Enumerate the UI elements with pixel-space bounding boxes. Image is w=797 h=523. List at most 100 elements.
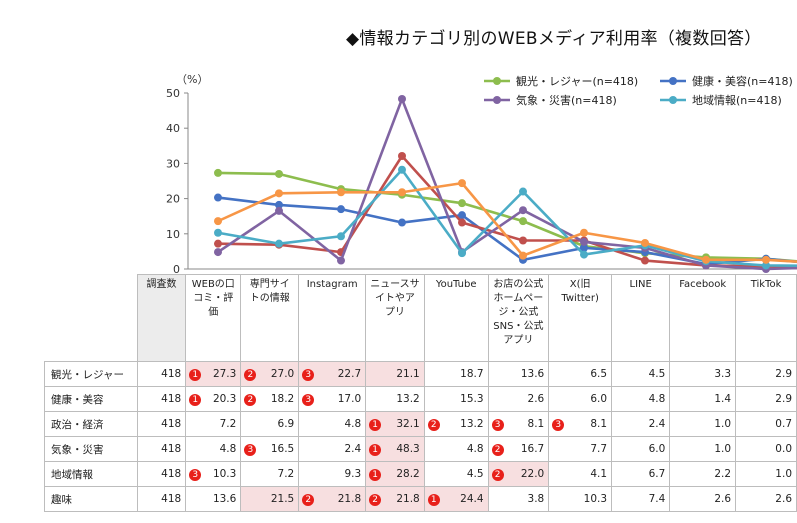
data-point bbox=[398, 94, 406, 103]
data-point bbox=[214, 228, 222, 237]
cell-value: 22.0 bbox=[520, 467, 545, 480]
data-point bbox=[398, 165, 406, 174]
data-point bbox=[337, 256, 345, 265]
cell-value: 13.6 bbox=[520, 368, 545, 380]
data-point bbox=[702, 255, 710, 264]
cell-value: 4.1 bbox=[590, 468, 608, 480]
table-cell: 3.8 bbox=[487, 486, 550, 512]
cell-value: 1.0 bbox=[714, 418, 732, 430]
table-cell: 0.7 bbox=[735, 411, 797, 437]
cell-value: 4.5 bbox=[466, 468, 484, 480]
table-row: 政治・経済 418 7.2 6.9 4.8 1 32.1 2 13.2 3 8.1 3 8.1 2.4 1.… bbox=[44, 411, 797, 437]
cell-value: 7.7 bbox=[590, 443, 608, 455]
cell-value: 21.8 bbox=[396, 492, 420, 505]
cell-value: 0.0 bbox=[775, 443, 792, 455]
y-tick-label: 10 bbox=[166, 228, 180, 241]
row-label: 政治・経済 bbox=[44, 411, 138, 437]
rank-badge: 1 bbox=[369, 443, 382, 456]
legend-marker bbox=[669, 77, 677, 85]
cell-value: 2.9 bbox=[775, 393, 792, 405]
table-cell: 1 48.3 bbox=[365, 436, 425, 462]
table-cell: 6.0 bbox=[548, 386, 613, 412]
table-cell: 13.2 bbox=[365, 386, 425, 412]
data-point bbox=[337, 188, 345, 197]
table-cell: 1.0 bbox=[669, 436, 737, 462]
cell-value: 4.5 bbox=[648, 368, 666, 380]
table-cell: 3 10.3 bbox=[185, 461, 242, 487]
series-line bbox=[217, 181, 797, 263]
table-cell: 7.7 bbox=[548, 436, 613, 462]
cell-value: 0.7 bbox=[775, 418, 792, 430]
cell-value: 17.0 bbox=[337, 392, 362, 405]
legend-label: 気象・災害(n=418) bbox=[516, 93, 617, 107]
table-cell: 6.7 bbox=[611, 461, 671, 487]
row-label-header bbox=[45, 275, 138, 362]
table-cell: 2 27.0 bbox=[240, 361, 300, 387]
cell-value: 21.5 bbox=[270, 493, 295, 505]
legend-label: 観光・レジャー(n=418) bbox=[516, 74, 638, 88]
cell-value: 15.3 bbox=[460, 393, 484, 405]
data-point bbox=[275, 239, 283, 248]
cell-value: 6.7 bbox=[648, 468, 666, 480]
cell-value: 4.8 bbox=[219, 443, 237, 455]
table-cell: 21.5 bbox=[240, 486, 300, 512]
table-cell: 1 32.1 bbox=[365, 411, 425, 437]
cell-value: 2.4 bbox=[344, 443, 362, 455]
table-cell: 2 21.8 bbox=[365, 486, 425, 512]
table-cell: 2 16.7 bbox=[487, 436, 550, 462]
column-header: YouTube bbox=[423, 274, 489, 362]
cell-value: 2.2 bbox=[714, 468, 732, 480]
cell-value: 4.8 bbox=[648, 393, 666, 405]
table-cell: 3 8.1 bbox=[548, 411, 613, 437]
rank-badge: 1 bbox=[189, 368, 202, 381]
data-point bbox=[458, 199, 466, 208]
data-point bbox=[398, 152, 406, 161]
table-cell: 1 27.3 bbox=[185, 361, 242, 387]
table-cell: 2 13.2 bbox=[423, 411, 489, 437]
cell-value: 13.2 bbox=[460, 417, 484, 430]
data-point bbox=[275, 200, 283, 209]
cell-value: 6.0 bbox=[648, 443, 666, 455]
legend-marker bbox=[493, 96, 501, 104]
cell-value: 7.2 bbox=[219, 418, 237, 430]
table-cell: 2.6 bbox=[669, 486, 737, 512]
column-header: WEBの口コミ・評価 bbox=[185, 274, 242, 362]
data-point bbox=[641, 256, 649, 265]
cell-value: 22.7 bbox=[337, 367, 362, 380]
table-cell: 3 16.5 bbox=[240, 436, 300, 462]
table-cell: 0.0 bbox=[735, 436, 797, 462]
column-header: お店の公式ホームページ・公式SNS・公式アプリ bbox=[487, 274, 550, 362]
table-row: 観光・レジャー 418 1 27.3 2 27.0 3 22.7 21.1 18.7 13.6 6.5… bbox=[44, 361, 797, 387]
table-cell: 4.5 bbox=[611, 361, 671, 387]
y-tick-label: 20 bbox=[166, 193, 180, 206]
series-line bbox=[217, 97, 797, 271]
chart-title: ◆情報カテゴリ別のWEBメディア利用率（複数回答） bbox=[346, 29, 762, 49]
table-cell: 4.8 bbox=[611, 386, 671, 412]
y-tick-label: 30 bbox=[166, 157, 180, 170]
data-point bbox=[458, 218, 466, 227]
row-label: 気象・災害 bbox=[44, 436, 138, 462]
legend-label: 健康・美容(n=418) bbox=[692, 74, 793, 88]
line-chart: 0 10 20 30 40 50（%） 観光・レジャー(n=418) 健康・美容(n=418)… bbox=[166, 73, 797, 275]
data-point bbox=[762, 255, 770, 264]
table-cell: 2 22.0 bbox=[487, 461, 550, 487]
data-point bbox=[398, 188, 406, 197]
table-cell: 2.4 bbox=[298, 436, 367, 462]
cell-value: 4.8 bbox=[466, 443, 484, 455]
table-cell: 10.3 bbox=[548, 486, 613, 512]
rank-badge: 2 bbox=[244, 368, 257, 381]
rank-badge: 1 bbox=[369, 418, 382, 431]
data-point bbox=[214, 239, 222, 248]
column-header: X(旧Twitter) bbox=[548, 274, 613, 362]
legend-marker bbox=[493, 77, 501, 85]
table-cell: 1 20.3 bbox=[185, 386, 242, 412]
data-point bbox=[519, 236, 527, 245]
table-cell: 4.8 bbox=[185, 436, 242, 462]
cell-value: 13.6 bbox=[212, 493, 237, 505]
data-point bbox=[458, 249, 466, 258]
data-point bbox=[762, 261, 770, 270]
cell-value: 2.6 bbox=[775, 493, 792, 505]
table-cell: 2.9 bbox=[735, 386, 797, 412]
cell-value: 6.0 bbox=[590, 393, 608, 405]
table-cell: 7.2 bbox=[240, 461, 300, 487]
